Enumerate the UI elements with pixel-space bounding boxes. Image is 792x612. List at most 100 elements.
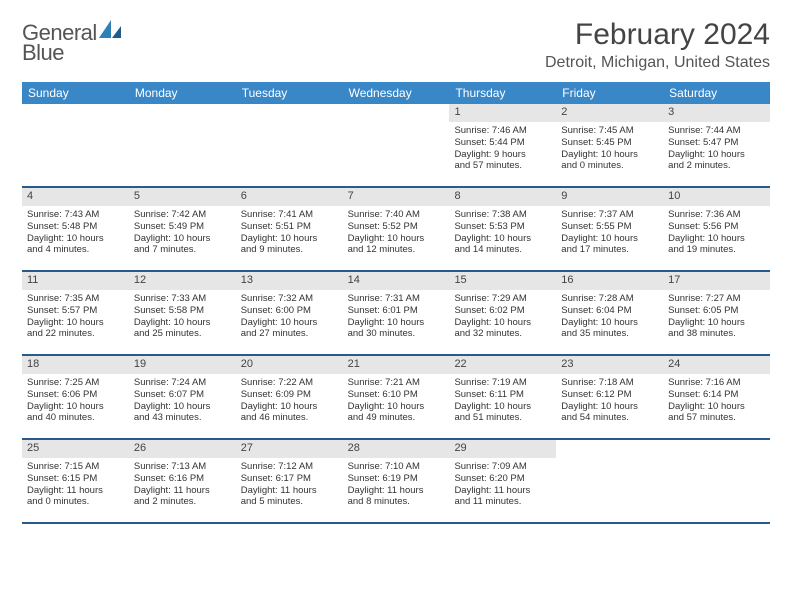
day-header: Friday: [556, 82, 663, 104]
sunrise-text: Sunrise: 7:19 AM: [454, 377, 551, 389]
day-number: 3: [663, 104, 770, 122]
sunrise-text: Sunrise: 7:38 AM: [454, 209, 551, 221]
daylight-text: Daylight: 11 hours: [27, 485, 124, 497]
day-number: 23: [556, 356, 663, 374]
sunset-text: Sunset: 6:15 PM: [27, 473, 124, 485]
sunset-text: Sunset: 5:48 PM: [27, 221, 124, 233]
day-number: 15: [449, 272, 556, 290]
daylight-text: Daylight: 10 hours: [134, 233, 231, 245]
day-number: 1: [449, 104, 556, 122]
daylight-text: Daylight: 11 hours: [134, 485, 231, 497]
daylight-text: Daylight: 10 hours: [561, 317, 658, 329]
daylight-text: Daylight: 10 hours: [561, 401, 658, 413]
day-number: 5: [129, 188, 236, 206]
sunset-text: Sunset: 6:14 PM: [668, 389, 765, 401]
day-number: 11: [22, 272, 129, 290]
day-body: Sunrise: 7:32 AMSunset: 6:00 PMDaylight:…: [236, 290, 343, 346]
sunrise-text: Sunrise: 7:16 AM: [668, 377, 765, 389]
day-number: 8: [449, 188, 556, 206]
day-cell: 11Sunrise: 7:35 AMSunset: 5:57 PMDayligh…: [22, 272, 129, 354]
day-number: 17: [663, 272, 770, 290]
day-cell: 3Sunrise: 7:44 AMSunset: 5:47 PMDaylight…: [663, 104, 770, 186]
sunrise-text: Sunrise: 7:29 AM: [454, 293, 551, 305]
day-number: 27: [236, 440, 343, 458]
day-body: Sunrise: 7:35 AMSunset: 5:57 PMDaylight:…: [22, 290, 129, 346]
calendar-week: 4Sunrise: 7:43 AMSunset: 5:48 PMDaylight…: [22, 188, 770, 272]
sunset-text: Sunset: 6:05 PM: [668, 305, 765, 317]
sunrise-text: Sunrise: 7:36 AM: [668, 209, 765, 221]
day-number: 14: [343, 272, 450, 290]
daylight-text: and 0 minutes.: [27, 496, 124, 508]
empty-cell: [22, 104, 129, 186]
daylight-text: and 46 minutes.: [241, 412, 338, 424]
daylight-text: Daylight: 10 hours: [454, 233, 551, 245]
sunrise-text: Sunrise: 7:22 AM: [241, 377, 338, 389]
sunset-text: Sunset: 6:20 PM: [454, 473, 551, 485]
day-cell: 14Sunrise: 7:31 AMSunset: 6:01 PMDayligh…: [343, 272, 450, 354]
daylight-text: and 38 minutes.: [668, 328, 765, 340]
day-cell: 25Sunrise: 7:15 AMSunset: 6:15 PMDayligh…: [22, 440, 129, 522]
sunrise-text: Sunrise: 7:46 AM: [454, 125, 551, 137]
day-cell: 29Sunrise: 7:09 AMSunset: 6:20 PMDayligh…: [449, 440, 556, 522]
sunrise-text: Sunrise: 7:10 AM: [348, 461, 445, 473]
daylight-text: Daylight: 10 hours: [241, 233, 338, 245]
day-number: 25: [22, 440, 129, 458]
day-body: Sunrise: 7:45 AMSunset: 5:45 PMDaylight:…: [556, 122, 663, 178]
sunset-text: Sunset: 5:53 PM: [454, 221, 551, 233]
sunrise-text: Sunrise: 7:12 AM: [241, 461, 338, 473]
day-header: Wednesday: [343, 82, 450, 104]
daylight-text: and 57 minutes.: [668, 412, 765, 424]
daylight-text: and 19 minutes.: [668, 244, 765, 256]
sunrise-text: Sunrise: 7:32 AM: [241, 293, 338, 305]
sunset-text: Sunset: 6:06 PM: [27, 389, 124, 401]
sunset-text: Sunset: 6:10 PM: [348, 389, 445, 401]
empty-cell: [663, 440, 770, 522]
sunset-text: Sunset: 6:12 PM: [561, 389, 658, 401]
day-body: Sunrise: 7:44 AMSunset: 5:47 PMDaylight:…: [663, 122, 770, 178]
day-cell: 9Sunrise: 7:37 AMSunset: 5:55 PMDaylight…: [556, 188, 663, 270]
calendar-grid: SundayMondayTuesdayWednesdayThursdayFrid…: [22, 82, 770, 524]
day-number: 24: [663, 356, 770, 374]
empty-cell: [343, 104, 450, 186]
daylight-text: Daylight: 10 hours: [561, 149, 658, 161]
day-cell: 22Sunrise: 7:19 AMSunset: 6:11 PMDayligh…: [449, 356, 556, 438]
day-cell: 19Sunrise: 7:24 AMSunset: 6:07 PMDayligh…: [129, 356, 236, 438]
sunset-text: Sunset: 5:45 PM: [561, 137, 658, 149]
day-cell: 23Sunrise: 7:18 AMSunset: 6:12 PMDayligh…: [556, 356, 663, 438]
daylight-text: and 2 minutes.: [134, 496, 231, 508]
day-number: 19: [129, 356, 236, 374]
sunrise-text: Sunrise: 7:21 AM: [348, 377, 445, 389]
day-cell: 1Sunrise: 7:46 AMSunset: 5:44 PMDaylight…: [449, 104, 556, 186]
sunset-text: Sunset: 6:17 PM: [241, 473, 338, 485]
daylight-text: Daylight: 10 hours: [27, 317, 124, 329]
daylight-text: and 5 minutes.: [241, 496, 338, 508]
day-cell: 8 Sunrise: 7:38 AMSunset: 5:53 PMDaylight…: [449, 188, 556, 270]
daylight-text: and 43 minutes.: [134, 412, 231, 424]
sunset-text: Sunset: 5:47 PM: [668, 137, 765, 149]
day-header: Saturday: [663, 82, 770, 104]
sunrise-text: Sunrise: 7:37 AM: [561, 209, 658, 221]
day-body: Sunrise: 7:42 AMSunset: 5:49 PMDaylight:…: [129, 206, 236, 262]
sunset-text: Sunset: 5:58 PM: [134, 305, 231, 317]
daylight-text: and 14 minutes.: [454, 244, 551, 256]
day-body: Sunrise: 7:25 AMSunset: 6:06 PMDaylight:…: [22, 374, 129, 430]
day-cell: 20Sunrise: 7:22 AMSunset: 6:09 PMDayligh…: [236, 356, 343, 438]
daylight-text: Daylight: 10 hours: [134, 317, 231, 329]
day-number: 28: [343, 440, 450, 458]
day-number: 9: [556, 188, 663, 206]
daylight-text: and 11 minutes.: [454, 496, 551, 508]
daylight-text: Daylight: 10 hours: [241, 317, 338, 329]
day-body: Sunrise: 7:43 AMSunset: 5:48 PMDaylight:…: [22, 206, 129, 262]
day-cell: 21Sunrise: 7:21 AMSunset: 6:10 PMDayligh…: [343, 356, 450, 438]
daylight-text: and 22 minutes.: [27, 328, 124, 340]
day-body: Sunrise: 7:18 AMSunset: 6:12 PMDaylight:…: [556, 374, 663, 430]
sunset-text: Sunset: 6:00 PM: [241, 305, 338, 317]
daylight-text: Daylight: 10 hours: [668, 149, 765, 161]
day-body: Sunrise: 7:19 AMSunset: 6:11 PMDaylight:…: [449, 374, 556, 430]
day-header: Thursday: [449, 82, 556, 104]
day-header: Sunday: [22, 82, 129, 104]
daylight-text: Daylight: 10 hours: [454, 317, 551, 329]
empty-cell: [556, 440, 663, 522]
day-body: Sunrise: 7:29 AMSunset: 6:02 PMDaylight:…: [449, 290, 556, 346]
sunset-text: Sunset: 6:19 PM: [348, 473, 445, 485]
